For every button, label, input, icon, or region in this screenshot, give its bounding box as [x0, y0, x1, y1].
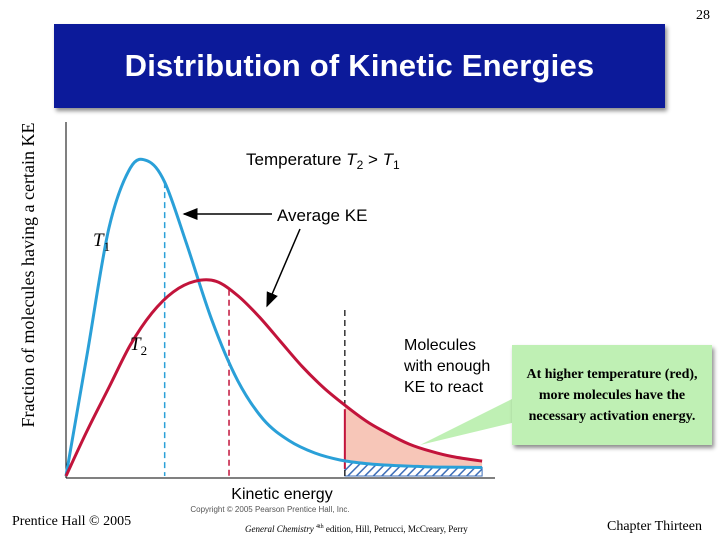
t2-activation-area [344, 405, 483, 476]
title-banner: Distribution of Kinetic Energies [54, 24, 665, 108]
x-axis-label: Kinetic energy [231, 486, 332, 503]
molecules-label-line2: with enough [403, 358, 490, 375]
t1-curve [64, 157, 483, 477]
molecules-label-line1: Molecules [404, 337, 476, 354]
molecules-label: Molecules with enough KE to react [403, 337, 490, 396]
callout-pointer [420, 397, 516, 445]
molecules-label-line3: KE to react [404, 379, 484, 396]
footer-textbook: General Chemistry 4th edition, Hill, Pet… [245, 524, 468, 534]
average-ke-arrow-t2 [266, 228, 301, 308]
t2-curve [64, 278, 483, 477]
temperature-label: Temperature T2 > T1 [246, 150, 400, 172]
y-axis-label: Fraction of molecules having a certain K… [18, 123, 38, 428]
callout-box: At higher temperature (red), more molecu… [512, 345, 712, 445]
average-ke-label: Average KE [277, 206, 367, 225]
page-number: 28 [696, 8, 710, 23]
slide-title: Distribution of Kinetic Energies [124, 48, 595, 83]
footer-publisher: Prentice Hall © 2005 [12, 514, 132, 529]
copyright-label: Copyright © 2005 Pearson Prentice Hall, … [190, 505, 349, 514]
t1-curve-label: T1 [93, 230, 110, 254]
footer-chapter: Chapter Thirteen [607, 519, 702, 534]
t2-curve-label: T2 [130, 334, 147, 358]
kinetic-energy-chart: Fraction of molecules having a certain K… [18, 122, 516, 514]
